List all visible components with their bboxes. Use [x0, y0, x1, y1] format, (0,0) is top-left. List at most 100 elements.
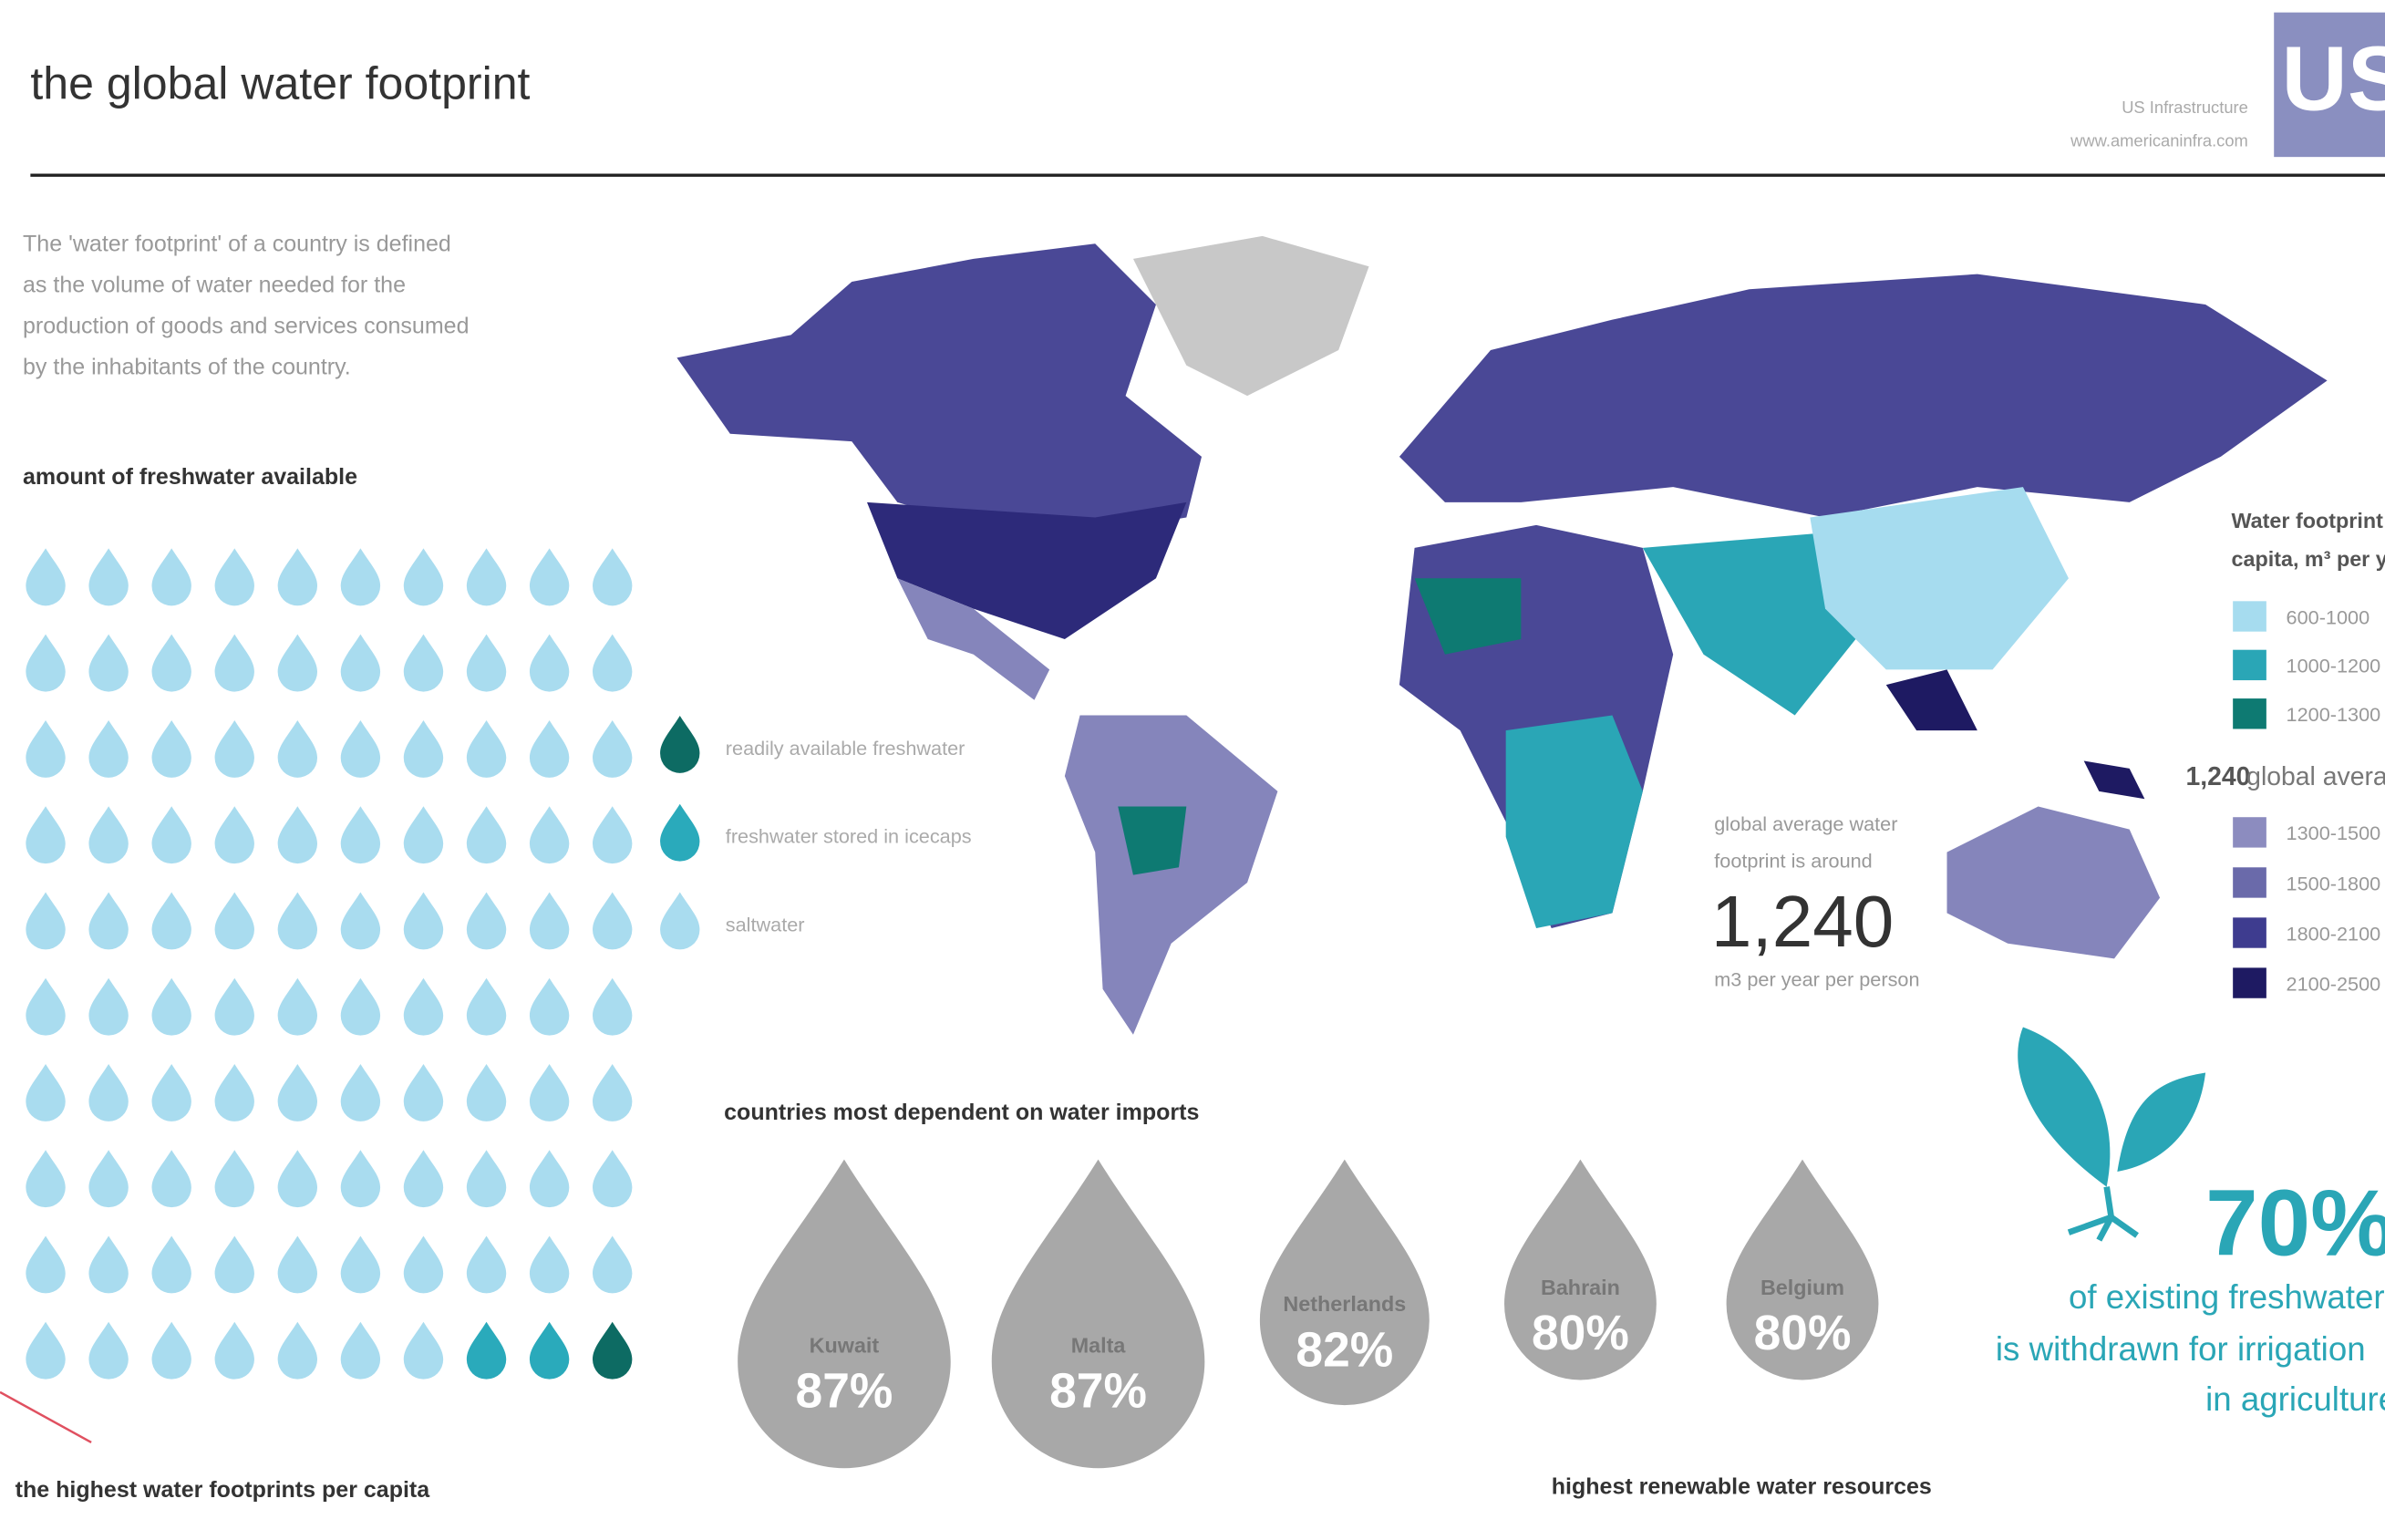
- water-drop: [151, 719, 191, 778]
- leaf: [2018, 1027, 2111, 1187]
- water-drop: [277, 634, 318, 692]
- water-drop: [403, 1321, 444, 1380]
- water-drop: [592, 1063, 633, 1121]
- water-drop: [88, 719, 129, 778]
- water-drop: [26, 719, 66, 778]
- import-drop: [1259, 1159, 1430, 1406]
- legend-swatch: [2233, 867, 2266, 898]
- water-drop: [529, 634, 570, 692]
- freshwater-title: amount of freshwater available: [23, 464, 357, 490]
- legend-label: 600-1000: [2287, 605, 2370, 628]
- intro-line: by the inhabitants of the country.: [23, 355, 351, 380]
- water-drop: [26, 806, 66, 864]
- water-drop: [277, 977, 318, 1036]
- region: [897, 578, 1050, 700]
- water-drop: [277, 548, 318, 606]
- logo: US: [2282, 27, 2385, 129]
- legend-label: 1300-1500: [2287, 822, 2381, 844]
- water-drop: [340, 548, 381, 606]
- water-drop: [214, 634, 254, 692]
- legend-swatch: [2233, 698, 2266, 729]
- region: [1810, 487, 2069, 670]
- country-value: 82%: [1296, 1323, 1393, 1377]
- water-drop: [529, 719, 570, 778]
- water-drop: [214, 1321, 254, 1380]
- water-drop: [403, 892, 444, 950]
- water-drop: [88, 806, 129, 864]
- water-drop: [88, 1150, 129, 1208]
- water-drop: [340, 634, 381, 692]
- water-drop: [403, 1235, 444, 1294]
- water-drop: [88, 1063, 129, 1121]
- region: [1399, 274, 2328, 518]
- water-drop: [88, 548, 129, 606]
- water-drop: [277, 1235, 318, 1294]
- legend-swatch: [2233, 967, 2266, 998]
- irrigation-text: of existing freshwater: [2069, 1278, 2385, 1316]
- water-drop: [277, 806, 318, 864]
- water-drop: [151, 806, 191, 864]
- leaf: [2117, 1072, 2206, 1172]
- water-drop: [26, 977, 66, 1036]
- average-unit: m3 per year per person: [1714, 967, 1919, 990]
- water-drop: [26, 892, 66, 950]
- water-drop: [277, 1063, 318, 1121]
- title: the global water footprint: [30, 58, 530, 109]
- water-drop: [26, 1235, 66, 1294]
- water-drop: [592, 977, 633, 1036]
- region: [866, 501, 1187, 640]
- water-drop: [151, 1063, 191, 1121]
- water-drop: [529, 806, 570, 864]
- country-name: Bahrain: [1541, 1276, 1620, 1299]
- average-value: 1,240: [1711, 881, 1894, 962]
- section-title: the highest water footprints per capita: [15, 1477, 431, 1503]
- water-drop: [214, 892, 254, 950]
- region: [1132, 235, 1369, 397]
- water-drop: [26, 1321, 66, 1380]
- water-drop: [592, 1235, 633, 1294]
- water-drop: [151, 548, 191, 606]
- irrigation-value: 70%: [2205, 1170, 2385, 1276]
- water-drop: [529, 548, 570, 606]
- water-drop: [340, 1235, 381, 1294]
- water-drop: [403, 634, 444, 692]
- water-drop: [466, 1235, 507, 1294]
- region: [2083, 760, 2145, 800]
- water-drop: [340, 892, 381, 950]
- global-marker-label: global average: [2246, 762, 2385, 791]
- legend-label: 1200-1300: [2287, 703, 2381, 726]
- water-drop: [529, 1150, 570, 1208]
- water-drop: [466, 548, 507, 606]
- water-drop: [151, 1150, 191, 1208]
- water-drop: [26, 1063, 66, 1121]
- water-drop: [403, 548, 444, 606]
- legend-drop: [660, 892, 700, 950]
- legend-title: capita, m³ per year: [2231, 547, 2385, 571]
- water-drop: [466, 806, 507, 864]
- irrigation-text: in agriculture: [2205, 1380, 2385, 1418]
- water-drop: [277, 1150, 318, 1208]
- water-drop: [151, 1235, 191, 1294]
- country-name: Kuwait: [810, 1333, 880, 1357]
- water-drop: [466, 1150, 507, 1208]
- intro-line: The 'water footprint' of a country is de…: [23, 232, 451, 257]
- logo-box: [2274, 12, 2385, 158]
- water-drop: [403, 719, 444, 778]
- country-value: 87%: [1049, 1365, 1147, 1419]
- water-drop: [592, 892, 633, 950]
- water-drop: [88, 892, 129, 950]
- water-drop: [88, 1321, 129, 1380]
- legend-label: 1000-1200: [2287, 655, 2381, 677]
- legend-label: freshwater stored in icecaps: [726, 825, 972, 848]
- legend-label: readily available freshwater: [726, 737, 965, 760]
- water-drop: [214, 719, 254, 778]
- country-value: 80%: [1754, 1307, 1852, 1360]
- water-drop: [592, 1150, 633, 1208]
- water-drop: [88, 634, 129, 692]
- water-drop: [466, 977, 507, 1036]
- water-drop: [403, 806, 444, 864]
- region: [1642, 532, 1856, 716]
- import-drop: [1726, 1159, 1879, 1380]
- country-value: 87%: [796, 1365, 893, 1419]
